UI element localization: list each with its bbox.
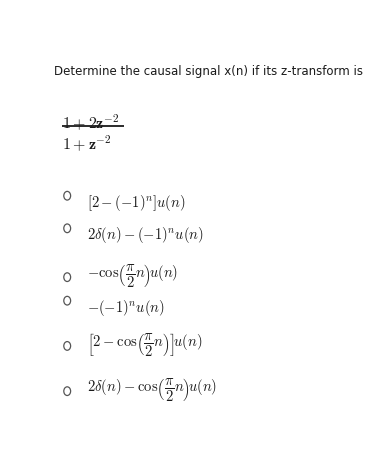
Text: $-(-1)^{n}u(n)$: $-(-1)^{n}u(n)$ <box>87 298 165 318</box>
Text: $2\delta(n)-\cos\!\left(\dfrac{\pi}{2}n\right)\!u(n)$: $2\delta(n)-\cos\!\left(\dfrac{\pi}{2}n\… <box>87 377 217 404</box>
Text: $\mathbf{1 + 2z^{-2}}$: $\mathbf{1 + 2z^{-2}}$ <box>62 112 119 133</box>
Text: $\left[2-\cos\!\left(\dfrac{\pi}{2}n\right)\right]\!u(n)$: $\left[2-\cos\!\left(\dfrac{\pi}{2}n\rig… <box>87 332 202 359</box>
Text: $2\delta(n)-(-1)^{n}u(n)$: $2\delta(n)-(-1)^{n}u(n)$ <box>87 226 204 245</box>
Text: Determine the causal signal x(n) if its z-transform is given by: Determine the causal signal x(n) if its … <box>54 65 367 78</box>
Text: $-\cos\!\left(\dfrac{\pi}{2}n\right)\!u(n)$: $-\cos\!\left(\dfrac{\pi}{2}n\right)\!u(… <box>87 263 178 290</box>
Text: $\left[2-(-1)^{n}\right]u(n)$: $\left[2-(-1)^{n}\right]u(n)$ <box>87 193 186 213</box>
Text: $\mathbf{1 + z^{-2}}$: $\mathbf{1 + z^{-2}}$ <box>62 134 111 155</box>
